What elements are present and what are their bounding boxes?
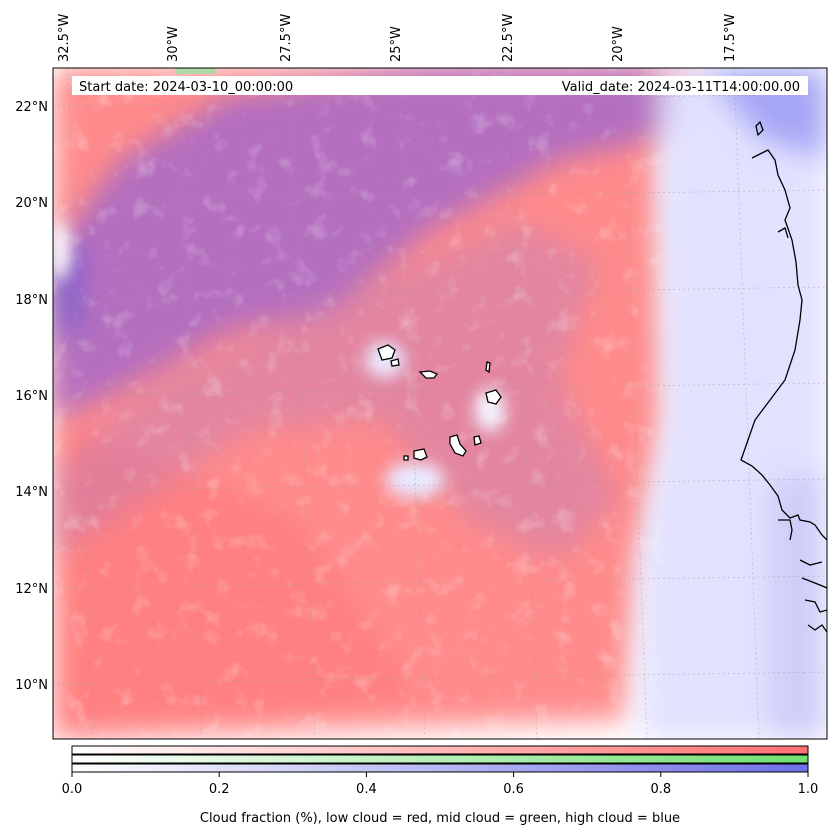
colorbar-tick-0-2: 0.2	[209, 782, 230, 797]
cloud-texture	[53, 68, 663, 739]
island-fogo	[413, 448, 428, 461]
island-maio	[473, 435, 482, 446]
parallel-line-0	[53, 93, 827, 107]
meridian-line-4	[511, 68, 538, 739]
island-santo-antao	[377, 344, 396, 361]
meridian-line-3	[399, 68, 426, 739]
lat-label-20n: 20°N	[15, 196, 48, 211]
lon-label-25w: 25°W	[389, 26, 404, 62]
coastline	[740, 120, 827, 633]
parallel-line-1	[53, 189, 827, 203]
start-date-label: Start date: 2024-03-10_00:00:00	[79, 80, 293, 95]
parallel-line-3	[53, 382, 827, 396]
valid-date-label: Valid_date: 2024-03-11T14:00:00.00	[562, 80, 800, 95]
map-frame	[52, 67, 828, 740]
meridian-line-2	[289, 68, 316, 739]
meridian-line-0	[67, 68, 94, 739]
parallel-line-6	[53, 671, 827, 685]
island-boa-vista	[485, 389, 502, 405]
island-sao-nicolau	[418, 370, 439, 379]
gridlines	[53, 68, 827, 739]
colorbar-tick-0-4: 0.4	[356, 782, 377, 797]
meridian-line-6	[733, 68, 760, 739]
lat-tick-labels: 22°N 20°N 18°N 16°N 14°N 12°N 10°N	[15, 100, 48, 693]
lat-label-22n: 22°N	[15, 100, 48, 115]
island-sao-vicente	[390, 358, 400, 367]
lon-label-32-5w: 32.5°W	[57, 14, 72, 62]
parallel-line-2	[53, 286, 827, 300]
island-brava	[403, 455, 409, 461]
colorbar-tick-0-6: 0.6	[503, 782, 524, 797]
island-santiago	[449, 434, 467, 457]
lat-label-10n: 10°N	[15, 678, 48, 693]
lon-label-27-5w: 27.5°W	[279, 14, 294, 62]
parallel-line-4	[53, 478, 827, 492]
map-panel	[53, 68, 827, 739]
lon-label-22-5w: 22.5°W	[501, 14, 516, 62]
colorbar-tick-0: 0.0	[62, 782, 83, 797]
lat-label-14n: 14°N	[15, 485, 48, 500]
colorbar-tick-1: 1.0	[798, 782, 819, 797]
meridian-line-1	[176, 68, 203, 739]
colorbar-low-cloud	[71, 745, 809, 755]
parallel-line-5	[53, 575, 827, 589]
lat-label-18n: 18°N	[15, 293, 48, 308]
lon-label-17-5w: 17.5°W	[723, 14, 738, 62]
lon-tick-labels: 32.5°W 30°W 27.5°W 25°W 22.5°W 20°W 17.5…	[57, 14, 738, 62]
lat-label-16n: 16°N	[15, 389, 48, 404]
lon-label-30w: 30°W	[166, 26, 181, 62]
lon-label-20w: 20°W	[611, 26, 626, 62]
meridian-line-5	[621, 68, 648, 739]
islands	[377, 344, 502, 461]
island-sal	[485, 361, 491, 374]
colorbar: 0.0 0.2 0.4 0.6 0.8 1.0 Cloud fraction (…	[62, 745, 819, 826]
mid-cloud-patch	[175, 68, 215, 74]
title-box	[72, 76, 808, 95]
colorbar-tick-0-8: 0.8	[650, 782, 671, 797]
colorbar-caption: Cloud fraction (%), low cloud = red, mid…	[200, 811, 680, 826]
lat-label-12n: 12°N	[15, 582, 48, 597]
colorbar-high-cloud	[71, 763, 809, 773]
colorbar-mid-cloud	[71, 754, 809, 764]
